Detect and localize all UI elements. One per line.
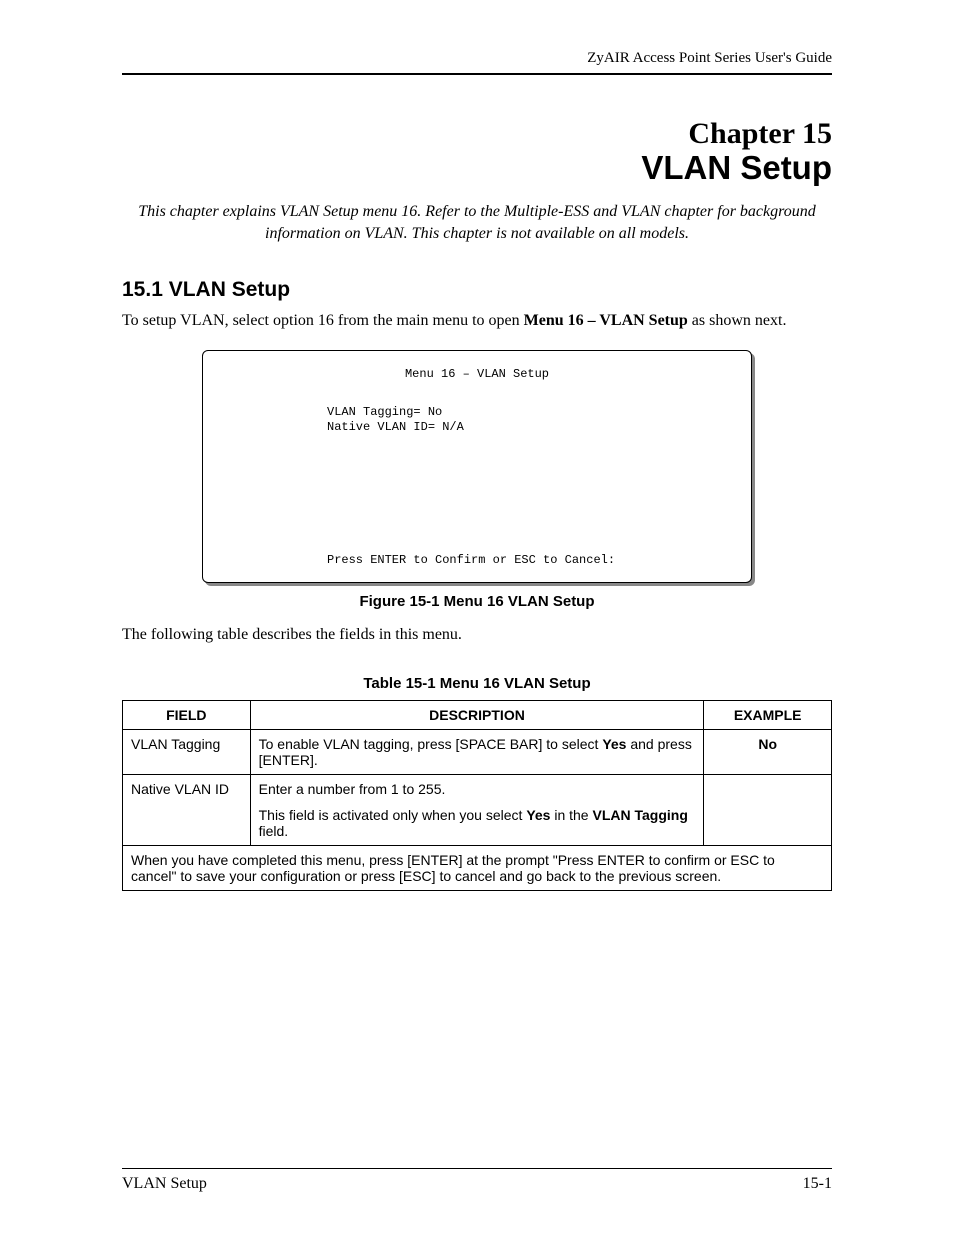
desc-line1: Enter a number from 1 to 255. [259,781,696,797]
terminal-line-2: Native VLAN ID= N/A [217,420,737,435]
terminal-line-1: VLAN Tagging= No [217,405,737,420]
cell-example: No [704,730,832,775]
table-header-row: FIELD DESCRIPTION EXAMPLE [123,701,832,730]
page: ZyAIR Access Point Series User's Guide C… [0,0,954,1235]
chapter-intro: This chapter explains VLAN Setup menu 16… [122,201,832,244]
desc-line2-bold2: VLAN Tagging [592,807,687,823]
chapter-name: VLAN Setup [122,149,832,187]
footer-left: VLAN Setup [122,1175,207,1193]
chapter-title-block: Chapter 15 VLAN Setup [122,117,832,187]
footer-right: 15-1 [803,1175,832,1193]
section-heading: 15.1 VLAN Setup [122,278,832,302]
desc-line2-pre: This field is activated only when you se… [259,807,527,823]
page-footer: VLAN Setup 15-1 [122,1168,832,1193]
terminal-window: Menu 16 – VLAN Setup VLAN Tagging= NoNat… [202,350,752,583]
section-intro-bold: Menu 16 – VLAN Setup [524,312,688,329]
table-row: VLAN Tagging To enable VLAN tagging, pre… [123,730,832,775]
cell-field: Native VLAN ID [123,775,251,846]
section-intro-pre: To setup VLAN, select option 16 from the… [122,312,524,329]
terminal-content: Menu 16 – VLAN Setup VLAN Tagging= NoNat… [202,350,752,583]
terminal-prompt: Press ENTER to Confirm or ESC to Cancel: [217,553,737,568]
after-figure-text: The following table describes the fields… [122,624,832,646]
section-intro: To setup VLAN, select option 16 from the… [122,310,832,332]
table-caption: Table 15-1 Menu 16 VLAN Setup [122,675,832,692]
cell-description: Enter a number from 1 to 255. This field… [250,775,704,846]
col-header-description: DESCRIPTION [250,701,704,730]
header-rule [122,73,832,75]
section-intro-post: as shown next. [688,312,787,329]
desc-bold: Yes [602,736,626,752]
chapter-number: Chapter 15 [122,117,832,151]
desc-pre: To enable VLAN tagging, press [SPACE BAR… [259,736,603,752]
table-row: Native VLAN ID Enter a number from 1 to … [123,775,832,846]
col-header-example: EXAMPLE [704,701,832,730]
cell-field: VLAN Tagging [123,730,251,775]
figure-caption: Figure 15-1 Menu 16 VLAN Setup [122,593,832,610]
cell-example [704,775,832,846]
table-footnote: When you have completed this menu, press… [123,846,832,891]
desc-line2-mid: in the [550,807,592,823]
footer-rule [122,1168,832,1169]
desc-line2-bold1: Yes [526,807,550,823]
terminal-title: Menu 16 – VLAN Setup [217,367,737,382]
desc-line2: This field is activated only when you se… [259,807,696,839]
cell-description: To enable VLAN tagging, press [SPACE BAR… [250,730,704,775]
desc-line2-post: field. [259,823,289,839]
table-footnote-row: When you have completed this menu, press… [123,846,832,891]
col-header-field: FIELD [123,701,251,730]
vlan-table: FIELD DESCRIPTION EXAMPLE VLAN Tagging T… [122,700,832,891]
running-head: ZyAIR Access Point Series User's Guide [122,50,832,67]
